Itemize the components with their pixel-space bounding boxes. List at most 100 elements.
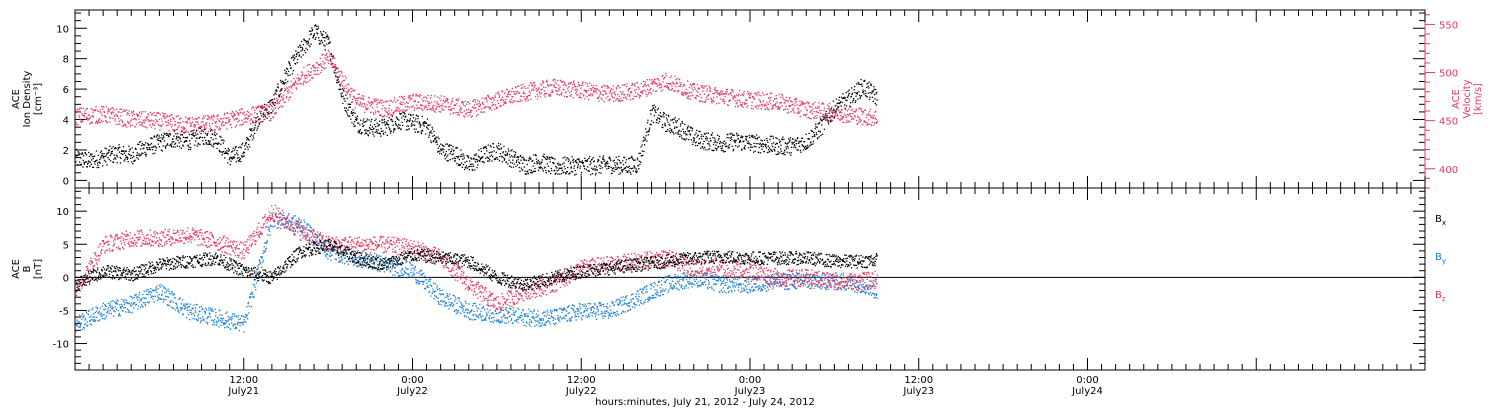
velocity-point bbox=[622, 85, 623, 86]
ion-density-point bbox=[505, 151, 506, 152]
ion-density-point bbox=[489, 152, 490, 153]
ion-density-point bbox=[524, 166, 525, 167]
velocity-point bbox=[486, 97, 487, 98]
ion-density-point bbox=[807, 145, 808, 146]
velocity-point bbox=[81, 113, 82, 114]
by-point bbox=[232, 316, 233, 317]
ion-density-point bbox=[744, 147, 745, 148]
ion-density-point bbox=[426, 122, 427, 123]
ion-density-point bbox=[846, 92, 847, 93]
by-point bbox=[97, 308, 98, 309]
ion-density-point bbox=[391, 119, 392, 120]
top-right-tick-label: 550 bbox=[1439, 20, 1458, 31]
velocity-point bbox=[856, 120, 857, 121]
velocity-point bbox=[614, 97, 615, 98]
velocity-point bbox=[512, 88, 513, 89]
velocity-point bbox=[386, 116, 387, 117]
ion-density-point bbox=[421, 133, 422, 134]
by-point bbox=[91, 309, 92, 310]
ion-density-point bbox=[615, 167, 616, 168]
velocity-point bbox=[134, 114, 135, 115]
velocity-point bbox=[138, 115, 139, 116]
velocity-point bbox=[373, 112, 374, 113]
ion-density-point bbox=[590, 161, 591, 162]
velocity-point bbox=[438, 111, 439, 112]
velocity-point bbox=[430, 97, 431, 98]
by-point bbox=[200, 318, 201, 319]
velocity-point bbox=[750, 97, 751, 98]
ion-density-point bbox=[408, 126, 409, 127]
velocity-point bbox=[209, 123, 210, 124]
velocity-point bbox=[239, 110, 240, 111]
velocity-point bbox=[854, 115, 855, 116]
by-point bbox=[119, 304, 120, 305]
velocity-point bbox=[753, 108, 754, 109]
ion-density-point bbox=[173, 146, 174, 147]
ion-density-point bbox=[148, 149, 149, 150]
ion-density-point bbox=[461, 154, 462, 155]
top-left-tick-label: 4 bbox=[63, 116, 69, 127]
ion-density-point bbox=[327, 35, 328, 36]
velocity-point bbox=[382, 105, 383, 106]
velocity-point bbox=[670, 84, 671, 85]
velocity-point bbox=[758, 106, 759, 107]
ion-density-point bbox=[139, 142, 140, 143]
velocity-point bbox=[483, 104, 484, 105]
velocity-point bbox=[780, 97, 781, 98]
ion-density-point bbox=[735, 145, 736, 146]
ion-density-point bbox=[284, 70, 285, 71]
velocity-point bbox=[398, 107, 399, 108]
ion-density-point bbox=[670, 128, 671, 129]
ion-density-point bbox=[685, 131, 686, 132]
velocity-point bbox=[326, 54, 327, 55]
ion-density-point bbox=[738, 145, 739, 146]
ion-density-point bbox=[288, 75, 289, 76]
velocity-point bbox=[349, 89, 350, 90]
ion-density-point bbox=[317, 26, 318, 27]
velocity-point bbox=[493, 98, 494, 99]
velocity-point bbox=[743, 93, 744, 94]
ion-density-point bbox=[325, 32, 326, 33]
by-point bbox=[167, 296, 168, 297]
velocity-point bbox=[474, 104, 475, 105]
velocity-point bbox=[564, 83, 565, 84]
velocity-point bbox=[440, 105, 441, 106]
velocity-point bbox=[853, 118, 854, 119]
by-point bbox=[212, 324, 213, 325]
velocity-point bbox=[281, 97, 282, 98]
by-point bbox=[105, 308, 106, 309]
velocity-point bbox=[741, 106, 742, 107]
velocity-point bbox=[206, 128, 207, 129]
by-point bbox=[216, 321, 217, 322]
by-point bbox=[231, 322, 232, 323]
ion-density-point bbox=[249, 146, 250, 147]
velocity-point bbox=[278, 96, 279, 97]
ion-density-point bbox=[206, 142, 207, 143]
velocity-point bbox=[216, 116, 217, 117]
velocity-point bbox=[256, 108, 257, 109]
velocity-point bbox=[189, 119, 190, 120]
velocity-point bbox=[279, 107, 280, 108]
ion-density-point bbox=[408, 114, 409, 115]
ion-density-point bbox=[575, 170, 576, 171]
ion-density-point bbox=[254, 129, 255, 130]
by-point bbox=[100, 307, 101, 308]
ion-density-point bbox=[437, 144, 438, 145]
velocity-point bbox=[255, 107, 256, 108]
velocity-point bbox=[660, 87, 661, 88]
velocity-point bbox=[392, 115, 393, 116]
by-point bbox=[131, 296, 132, 297]
velocity-point bbox=[763, 95, 764, 96]
velocity-point bbox=[874, 115, 875, 116]
velocity-point bbox=[420, 94, 421, 95]
ion-density-point bbox=[188, 147, 189, 148]
velocity-point bbox=[866, 114, 867, 115]
ion-density-point bbox=[165, 147, 166, 148]
ion-density-point bbox=[474, 154, 475, 155]
velocity-point bbox=[81, 108, 82, 109]
ion-density-point bbox=[640, 146, 641, 147]
velocity-point bbox=[818, 102, 819, 103]
velocity-point bbox=[835, 112, 836, 113]
by-point bbox=[194, 305, 195, 306]
velocity-point bbox=[125, 124, 126, 125]
